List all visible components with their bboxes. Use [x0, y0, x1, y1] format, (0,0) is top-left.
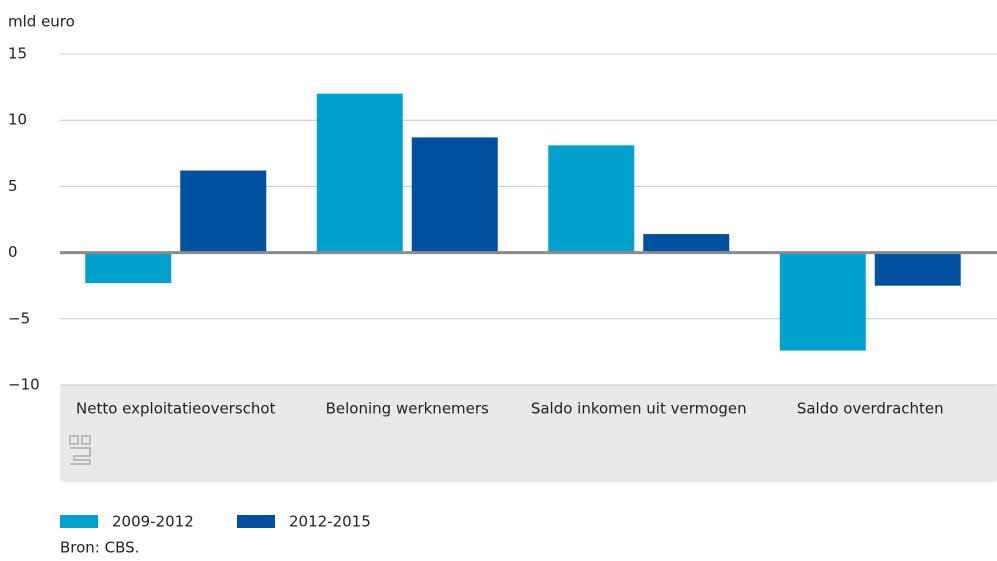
y-tick-label: −5 — [8, 309, 30, 327]
bar — [411, 137, 498, 253]
legend-label: 2009-2012 — [112, 513, 194, 531]
cbs-logo — [69, 435, 91, 465]
y-tick-label: 15 — [8, 45, 27, 63]
y-tick-label: −10 — [8, 376, 40, 394]
bar — [85, 252, 172, 284]
bar — [874, 252, 961, 286]
x-tick-label: Beloning werknemers — [326, 400, 489, 418]
bar — [180, 170, 267, 253]
source: Bron: CBS. — [60, 539, 139, 557]
bar — [548, 145, 635, 253]
bar — [643, 234, 730, 253]
category-band — [60, 385, 997, 482]
y-axis-label: mld euro — [8, 13, 75, 31]
legend-swatch — [60, 515, 98, 528]
x-tick-label: Saldo inkomen uit vermogen — [531, 400, 747, 418]
y-tick-label: 10 — [8, 111, 27, 129]
legend-swatch — [237, 515, 275, 528]
bar — [779, 252, 866, 351]
bar — [316, 93, 403, 253]
x-tick-label: Netto exploitatieoverschot — [76, 400, 276, 418]
legend-label: 2012-2015 — [289, 513, 371, 531]
y-tick-label: 0 — [8, 243, 18, 261]
x-tick-label: Saldo overdrachten — [797, 400, 944, 418]
y-tick-label: 5 — [8, 177, 18, 195]
